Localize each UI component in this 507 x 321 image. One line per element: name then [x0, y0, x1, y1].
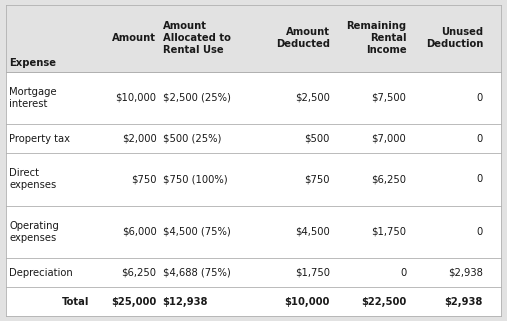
Text: $22,500: $22,500 [361, 297, 406, 307]
Text: $2,500 (25%): $2,500 (25%) [163, 93, 230, 103]
Text: $6,000: $6,000 [122, 227, 157, 237]
Text: $12,938: $12,938 [163, 297, 208, 307]
Text: $500: $500 [304, 134, 330, 144]
Text: $10,000: $10,000 [116, 93, 157, 103]
Text: Total: Total [62, 297, 90, 307]
Text: Direct
expenses: Direct expenses [9, 169, 56, 190]
Text: $4,500: $4,500 [295, 227, 330, 237]
Text: Depreciation: Depreciation [9, 267, 73, 278]
Text: 0: 0 [400, 267, 406, 278]
Text: Expense: Expense [9, 57, 56, 68]
Text: $4,688 (75%): $4,688 (75%) [163, 267, 230, 278]
Bar [6, 72, 501, 124]
Text: $500 (25%): $500 (25%) [163, 134, 221, 144]
Text: 0: 0 [477, 174, 483, 185]
Text: $2,938: $2,938 [448, 267, 483, 278]
Text: $6,250: $6,250 [122, 267, 157, 278]
Text: $750: $750 [131, 174, 157, 185]
Text: $750 (100%): $750 (100%) [163, 174, 227, 185]
Text: $2,000: $2,000 [122, 134, 157, 144]
Text: $1,750: $1,750 [295, 267, 330, 278]
Text: $25,000: $25,000 [111, 297, 157, 307]
Bar [6, 206, 501, 258]
Text: $2,500: $2,500 [295, 93, 330, 103]
Text: Amount
Allocated to
Rental Use: Amount Allocated to Rental Use [163, 21, 230, 55]
Text: Remaining
Rental
Income: Remaining Rental Income [346, 21, 406, 55]
Text: Unused
Deduction: Unused Deduction [426, 27, 483, 49]
Text: Operating
expenses: Operating expenses [9, 221, 59, 243]
Bar [6, 124, 501, 153]
Bar [6, 287, 501, 316]
Text: Amount: Amount [113, 33, 157, 43]
Text: $7,500: $7,500 [372, 93, 406, 103]
Text: Mortgage
interest: Mortgage interest [9, 87, 57, 109]
Text: 0: 0 [477, 134, 483, 144]
Bar [6, 258, 501, 287]
Text: $750: $750 [304, 174, 330, 185]
Text: 0: 0 [477, 93, 483, 103]
Text: $6,250: $6,250 [371, 174, 406, 185]
Text: $1,750: $1,750 [371, 227, 406, 237]
Text: $2,938: $2,938 [445, 297, 483, 307]
Bar [6, 5, 501, 72]
Text: $7,000: $7,000 [372, 134, 406, 144]
Text: 0: 0 [477, 227, 483, 237]
Bar [6, 153, 501, 206]
Text: $4,500 (75%): $4,500 (75%) [163, 227, 230, 237]
Text: $10,000: $10,000 [284, 297, 330, 307]
Text: Amount
Deducted: Amount Deducted [276, 27, 330, 49]
Text: Property tax: Property tax [9, 134, 70, 144]
